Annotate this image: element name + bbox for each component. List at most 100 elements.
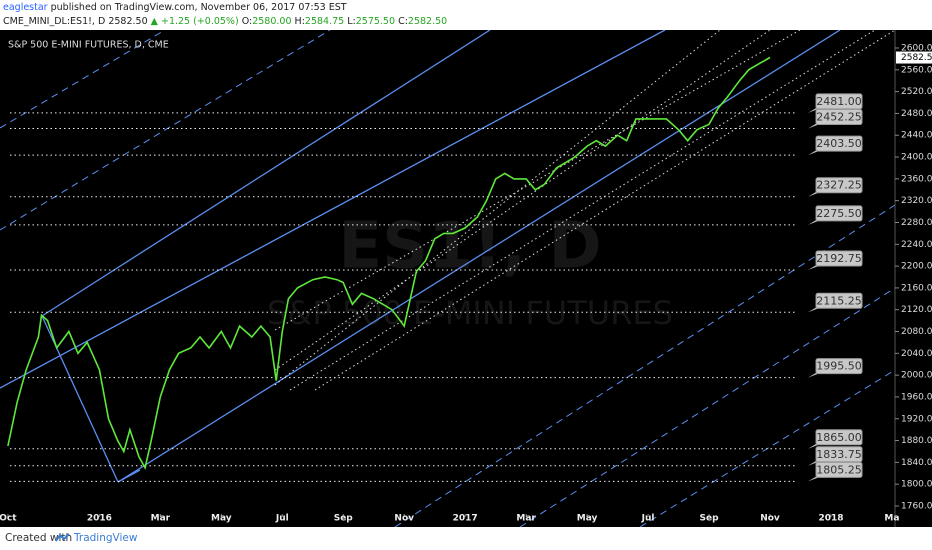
price-line [7, 56, 771, 471]
chart-title: S&P 500 E-MINI FUTURES, D, CME [8, 40, 169, 51]
created-with: Created with [5, 532, 73, 544]
level-box [815, 205, 863, 222]
dotted-channel [289, 30, 876, 391]
y-tick-label: 1960.00 [901, 392, 932, 402]
level-box [815, 93, 863, 110]
level-box [815, 250, 863, 267]
y-tick-label: 2520.00 [901, 87, 932, 97]
symbol: CME_MINI_DL:ES1!, D [3, 16, 106, 27]
x-tick-label: May [577, 514, 598, 524]
chart: ES1!, D S&P 500 E-MINI FUTURES S&P 500 E-… [0, 30, 932, 527]
y-tick-label: 2360.00 [901, 174, 932, 184]
ticker-line: CME_MINI_DL:ES1!, D 2582.50 ▲ +1.25 (+0.… [3, 16, 447, 27]
price: 2582.50 [108, 16, 148, 27]
level-label: 2481.00 [816, 95, 862, 108]
y-tick-label: 2240.00 [901, 240, 932, 250]
watermark-symbol: ES1!, D [338, 210, 601, 284]
level-box [815, 446, 863, 463]
dotted-channel [274, 30, 771, 371]
y-tick-label: 1840.00 [901, 458, 932, 468]
x-tick-label: Mar [516, 514, 536, 524]
brand-logo [55, 533, 70, 542]
level-label: 2403.50 [816, 137, 862, 150]
level-box [815, 461, 863, 478]
ohlc-label: C: [398, 16, 408, 27]
x-tick-label: Nov [394, 514, 414, 524]
fork-dashed [394, 204, 896, 527]
ohlc-value: 2584.75 [304, 16, 345, 27]
level-box [815, 109, 863, 126]
ohlc: O:2580.00 H:2584.75 L:2575.50 C:2582.50 [242, 16, 448, 27]
x-tick-label: Jul [641, 514, 655, 524]
y-tick-label: 2600.00 [901, 43, 932, 53]
change: ▲ +1.25 (+0.05%) [150, 16, 239, 27]
x-tick-label: Ma [884, 514, 899, 524]
brand[interactable]: TradingView [74, 532, 138, 544]
level-label: 1805.25 [816, 463, 862, 476]
level-label: 1865.00 [816, 431, 862, 444]
fork-dashed [519, 287, 896, 527]
ohlc-label: O: [241, 16, 253, 27]
y-tick-label: 2400.00 [901, 153, 932, 163]
level-label: 2192.75 [816, 252, 862, 265]
x-tick-label: Mar [151, 514, 171, 524]
dotted-channel [314, 30, 896, 391]
fork-handle [117, 469, 141, 483]
x-tick-label: Sep [700, 514, 720, 524]
x-tick-label: Oct [0, 514, 17, 524]
level-box [815, 358, 863, 375]
level-box [815, 177, 863, 194]
x-tick-label: 2017 [453, 514, 478, 524]
fork-upper [41, 30, 491, 317]
y-tick-label: 2560.00 [901, 65, 932, 75]
fork-dotted [274, 30, 896, 391]
y-tick-label: 2000.00 [901, 371, 932, 381]
level-box [815, 135, 863, 152]
y-tick-label: 1760.00 [901, 502, 932, 512]
header: eaglestar published on TradingView.com, … [0, 0, 932, 30]
y-tick-label: 2320.00 [901, 196, 932, 206]
watermark-name: S&P 500 E-MINI FUTURES [267, 294, 673, 332]
last-price-label: 2582.50 [901, 53, 932, 63]
last-price-box [896, 51, 932, 64]
x-tick-label: May [211, 514, 232, 524]
level-label: 2452.25 [816, 111, 862, 124]
level-label: 2327.25 [816, 179, 862, 192]
level-box [815, 292, 863, 309]
level-label: 1833.75 [816, 448, 862, 461]
author[interactable]: eaglestar [3, 2, 48, 13]
y-tick-label: 1880.00 [901, 436, 932, 446]
ohlc-label: L: [347, 16, 356, 27]
y-tick-label: 2440.00 [901, 131, 932, 141]
published: published on TradingView.com, November 0… [50, 2, 347, 13]
watermark: ES1!, D S&P 500 E-MINI FUTURES [267, 210, 673, 332]
dotted-channel [274, 30, 721, 386]
x-tick-label: 2016 [87, 514, 112, 524]
y-tick-label: 1920.00 [901, 414, 932, 424]
ohlc-label: H: [294, 16, 305, 27]
y-tick-label: 2480.00 [901, 109, 932, 119]
dotted-channel [274, 30, 801, 331]
x-tick-label: Nov [760, 514, 780, 524]
y-tick-label: 2120.00 [901, 305, 932, 315]
y-tick-label: 2080.00 [901, 327, 932, 337]
y-tick-label: 2160.00 [901, 283, 932, 293]
footer: Created with TradingView [0, 527, 932, 550]
y-tick-label: 1800.00 [901, 480, 932, 490]
fork-dashed [0, 30, 166, 129]
ohlc-value: 2575.50 [355, 16, 396, 27]
y-tick-label: 2040.00 [901, 349, 932, 359]
x-tick-label: Sep [334, 514, 354, 524]
x-tick-label: 2018 [818, 514, 843, 524]
level-box [815, 429, 863, 446]
ohlc-value: 2580.00 [252, 16, 292, 27]
y-tick-label: 2280.00 [901, 218, 932, 228]
level-label: 2115.25 [816, 294, 862, 307]
publish-line: eaglestar published on TradingView.com, … [3, 2, 347, 13]
fork-median [0, 30, 666, 389]
level-label: 1995.50 [816, 360, 862, 373]
ohlc-value: 2582.50 [407, 16, 448, 27]
level-label: 2275.50 [816, 207, 862, 220]
y-tick-label: 2200.00 [901, 262, 932, 272]
